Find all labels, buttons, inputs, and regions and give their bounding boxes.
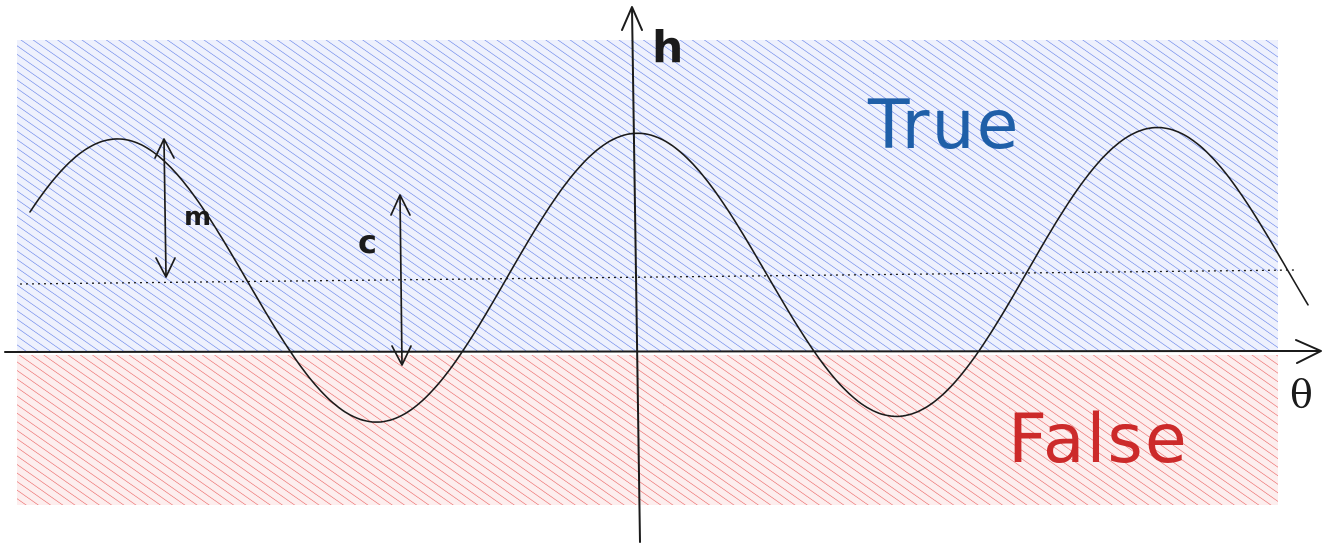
- true-region: [17, 40, 1278, 352]
- amplitude-arrow: [154, 138, 176, 278]
- false-region-label: False: [1008, 400, 1189, 479]
- y-axis-label: h: [652, 22, 683, 73]
- y-axis: [621, 6, 643, 543]
- x-axis: [4, 339, 1322, 364]
- false-region: [17, 355, 1278, 505]
- amplitude-label: m: [184, 202, 211, 232]
- offset-dotted-line: [19, 269, 1297, 285]
- offset-label: c: [358, 223, 377, 261]
- sinusoid-curve: [29, 126, 1309, 423]
- true-region-label: True: [867, 86, 1020, 165]
- offset-arrow: [390, 194, 412, 366]
- x-axis-label: θ: [1290, 372, 1313, 416]
